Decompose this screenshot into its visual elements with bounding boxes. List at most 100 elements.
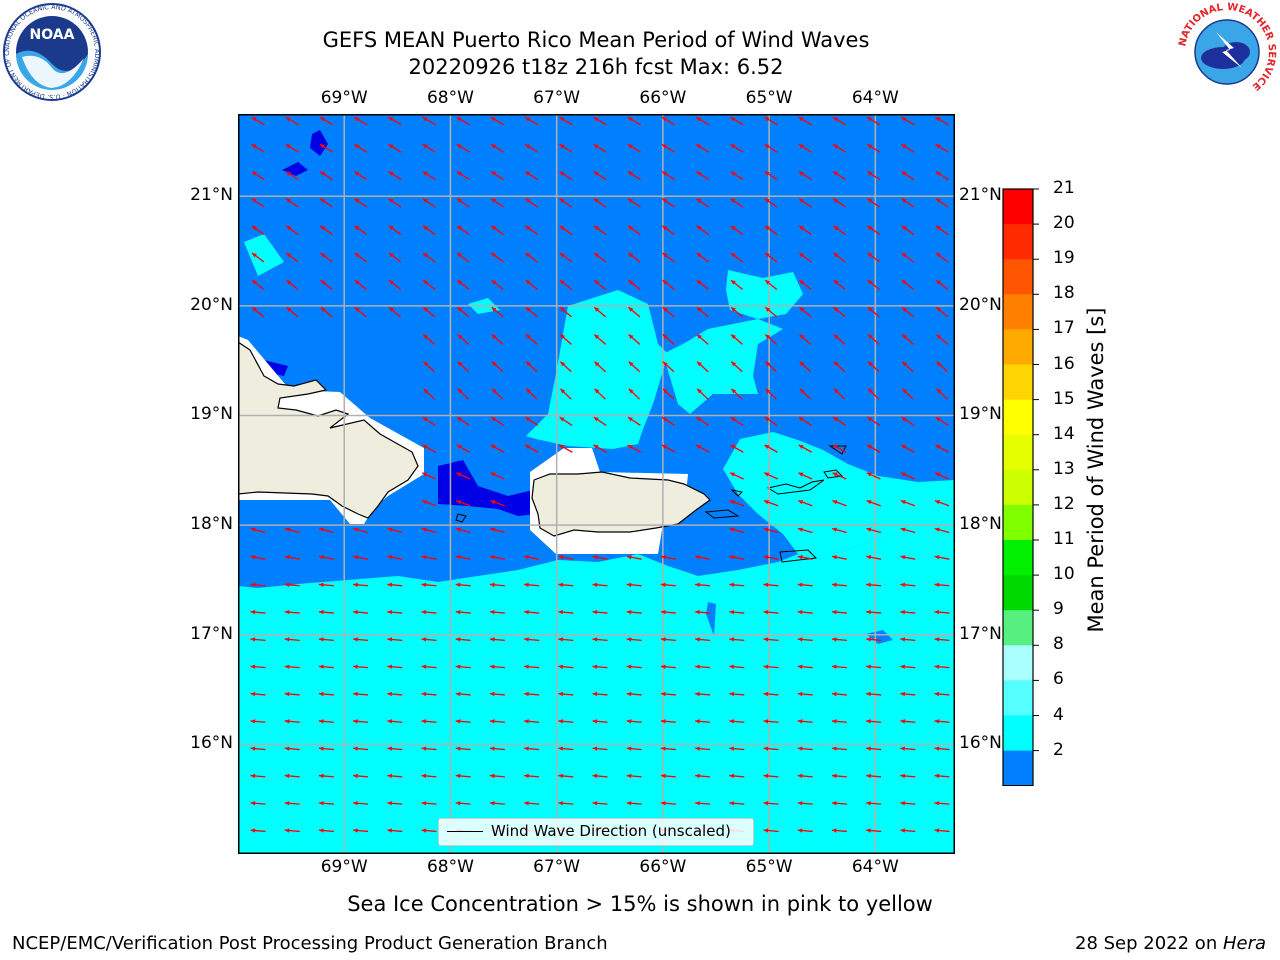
wind-wave-arrow <box>799 361 812 373</box>
wind-wave-arrow <box>797 664 813 669</box>
wind-wave-arrow <box>901 143 915 153</box>
wind-wave-arrows <box>250 116 950 833</box>
wind-wave-arrow <box>935 198 949 208</box>
wind-wave-arrow <box>765 361 777 373</box>
wind-wave-arrow <box>422 416 436 427</box>
wind-wave-arrow <box>764 143 778 153</box>
wind-wave-arrow <box>387 116 402 126</box>
wind-wave-arrow <box>251 225 265 236</box>
colorbar <box>1002 188 1039 786</box>
lon-label-top: 67°W <box>533 88 581 108</box>
colorbar-tick-label: 19 <box>1053 248 1075 269</box>
wind-wave-arrow <box>388 198 402 208</box>
wind-wave-arrow <box>285 252 299 263</box>
wind-wave-arrow <box>490 116 505 126</box>
ocean-4-6-east-patch <box>663 319 783 414</box>
wind-wave-arrow <box>318 609 334 615</box>
colorbar-tick-label: 2 <box>1053 739 1064 760</box>
wind-wave-arrow <box>285 116 300 126</box>
wind-wave-arrow <box>423 388 435 400</box>
wind-wave-arrow <box>832 116 847 126</box>
wind-wave-arrow <box>320 306 333 318</box>
wind-wave-arrow <box>730 225 744 236</box>
lat-label-right: 17°N <box>959 623 1002 644</box>
wind-wave-arrow <box>284 664 300 669</box>
wind-wave-arrow <box>593 225 607 236</box>
wind-wave-arrow <box>831 582 847 588</box>
wind-wave-arrow <box>935 143 949 153</box>
wind-wave-arrow <box>558 719 574 724</box>
wind-wave-arrow <box>284 527 300 534</box>
wind-wave-arrow <box>866 609 882 615</box>
wind-wave-arrow <box>421 664 437 669</box>
wind-wave-arrow <box>592 555 608 560</box>
wind-wave-arrow <box>797 773 813 779</box>
wind-wave-arrow <box>626 801 642 806</box>
wind-wave-arrow <box>660 719 676 724</box>
lon-label-bottom: 66°W <box>639 857 687 877</box>
lat-label-left: 19°N <box>190 404 233 425</box>
wind-wave-arrow <box>831 773 847 779</box>
wind-wave-arrow <box>490 472 505 480</box>
wind-wave-arrow <box>831 801 847 806</box>
wind-wave-arrow <box>831 637 847 642</box>
wind-wave-arrow <box>867 306 880 318</box>
wind-wave-arrow <box>627 116 642 126</box>
wind-wave-arrow <box>799 306 812 318</box>
wind-wave-arrow <box>388 225 402 236</box>
wind-wave-arrow <box>593 416 607 427</box>
wind-wave-arrow <box>525 306 538 318</box>
wind-wave-arrow <box>831 719 847 724</box>
wind-wave-arrow <box>559 279 573 290</box>
wind-wave-arrow <box>455 746 471 751</box>
wind-wave-arrow <box>729 500 745 507</box>
colorbar-segment <box>1003 224 1033 260</box>
wind-wave-arrow <box>592 691 608 697</box>
wind-wave-arrow <box>867 416 881 427</box>
wind-wave-arrow <box>285 143 299 153</box>
wind-wave-arrow <box>354 306 367 318</box>
footer-date: 28 Sep 2022 on Hera <box>1075 933 1266 954</box>
wind-wave-arrow <box>353 773 369 779</box>
wind-wave-arrow <box>831 691 847 697</box>
wind-wave-arrow <box>832 472 847 480</box>
wind-wave-arrow <box>524 170 539 181</box>
wind-wave-arrow <box>422 116 436 126</box>
wind-wave-arrow <box>867 388 880 400</box>
wind-wave-arrow <box>353 143 368 153</box>
wind-wave-arrow <box>353 116 368 126</box>
wind-wave-arrow <box>729 801 745 806</box>
wind-wave-arrow <box>900 116 915 126</box>
wind-wave-arrow <box>559 225 573 236</box>
wind-wave-arrow <box>662 333 675 345</box>
wind-wave-arrow <box>660 773 676 779</box>
wind-wave-arrow <box>457 333 470 345</box>
wind-wave-arrow <box>284 609 300 615</box>
wind-wave-arrow <box>387 691 403 697</box>
wind-wave-arrow <box>831 555 847 560</box>
colorbar-tick-label: 21 <box>1053 178 1075 198</box>
wind-wave-arrow <box>729 609 745 615</box>
wind-wave-arrow <box>559 361 572 373</box>
wind-wave-arrow <box>660 637 676 642</box>
wind-wave-arrow <box>832 500 847 507</box>
wind-wave-arrow <box>831 746 847 751</box>
wind-wave-arrow <box>662 252 675 263</box>
lat-label-right: 20°N <box>959 294 1002 315</box>
wind-wave-arrow <box>421 472 437 480</box>
wind-wave-arrow <box>387 828 403 833</box>
wind-wave-arrow <box>763 828 779 833</box>
lon-label-top: 65°W <box>745 88 793 108</box>
wind-wave-arrow <box>662 306 675 318</box>
lon-label-top: 68°W <box>426 88 474 108</box>
wind-wave-arrow <box>661 116 676 126</box>
wind-wave-arrow <box>388 143 402 153</box>
wind-wave-arrow <box>353 828 369 833</box>
wind-wave-arrow <box>763 609 779 615</box>
wind-wave-arrow <box>318 582 334 588</box>
wind-wave-arrow <box>798 279 812 290</box>
wind-wave-arrow <box>320 252 333 263</box>
wind-wave-arrow <box>832 444 847 453</box>
wind-wave-arrow <box>421 527 437 534</box>
wind-wave-arrow <box>558 444 573 453</box>
